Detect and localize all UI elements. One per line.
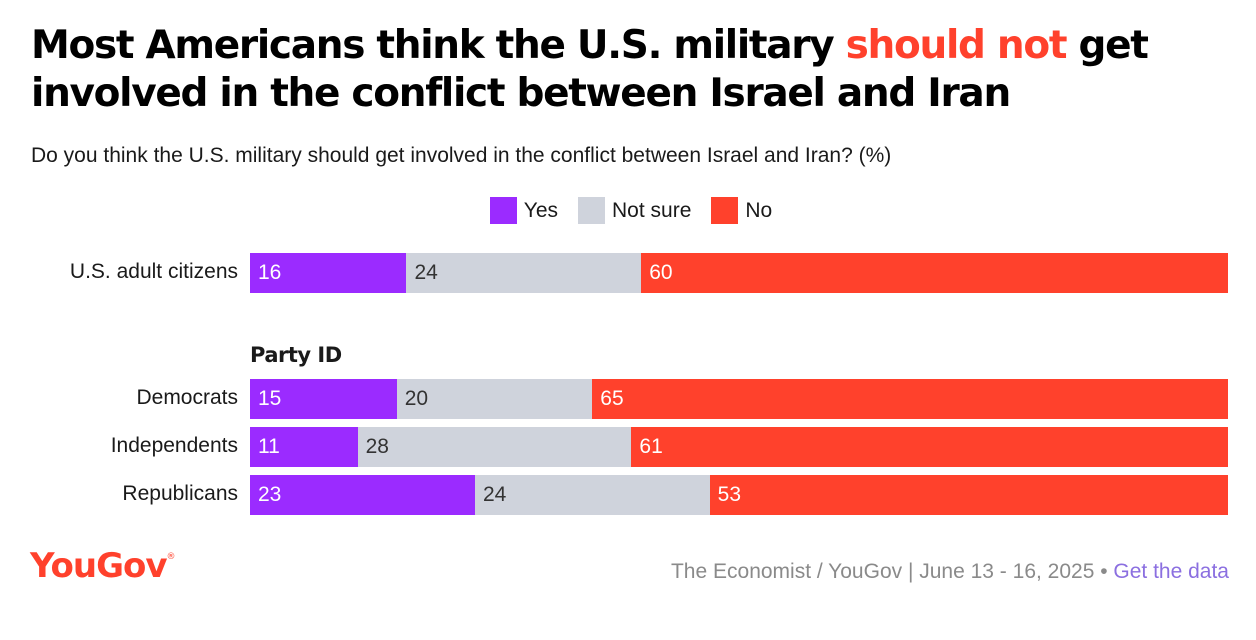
legend-swatch-yes	[489, 197, 517, 224]
legend: Yes Not sure No	[0, 197, 1256, 224]
legend-item-not-sure: Not sure	[578, 197, 691, 224]
chart-subtitle: Do you think the U.S. military should ge…	[31, 144, 892, 167]
bar-segment-yes: 23	[250, 475, 475, 515]
data-label: 53	[717, 483, 742, 506]
bar-segment-not-sure: 20	[396, 379, 593, 419]
bar-segment-not-sure: 28	[357, 427, 632, 467]
data-label: 61	[639, 435, 663, 458]
bar-democrats: 15 20 65	[250, 379, 1228, 419]
bar-independents: 11 28 61	[250, 427, 1228, 467]
bar-segment-not-sure: 24	[406, 253, 642, 293]
bar-segment-no: 53	[709, 475, 1228, 515]
legend-swatch-no	[711, 197, 739, 224]
title-part-1: Most Americans think the U.S. military	[31, 23, 846, 68]
row-label-u-s-adult-citizens: U.S. adult citizens	[69, 260, 238, 283]
legend-label-not-sure: Not sure	[612, 198, 692, 222]
data-label: 60	[649, 261, 673, 284]
data-label: 24	[482, 483, 507, 506]
yougov-logo: YouGov®	[30, 546, 176, 586]
bar-segment-no: 61	[631, 427, 1228, 467]
source-note: The Economist / YouGov | June 13 - 16, 2…	[671, 560, 1229, 584]
title-highlight: should not	[845, 23, 1068, 68]
row-label-democrats: Democrats	[136, 386, 238, 409]
data-label: 16	[258, 261, 282, 284]
group-label-party-id: Party ID	[250, 343, 342, 367]
bar-segment-yes: 16	[250, 253, 407, 293]
bar-segment-not-sure: 24	[474, 475, 710, 515]
legend-swatch-not-sure	[578, 197, 606, 224]
bar-u-s-adult-citizens: 16 24 60	[250, 253, 1228, 293]
legend-item-yes: Yes	[489, 197, 559, 224]
row-label-independents: Independents	[110, 434, 238, 457]
title-part-2: get involved in the conflict between Isr…	[31, 23, 1149, 116]
chart-title: Most Americans think the U.S. military s…	[31, 22, 1231, 118]
bar-segment-no: 60	[641, 253, 1228, 293]
bar-segment-yes: 11	[250, 427, 358, 467]
row-label-republicans: Republicans	[122, 482, 238, 505]
legend-item-no: No	[711, 197, 772, 224]
legend-label-no: No	[745, 198, 773, 222]
bar-republicans: 23 24 53	[250, 475, 1228, 515]
logo-registered-mark: ®	[166, 552, 176, 562]
get-the-data-link[interactable]: Get the data	[1113, 560, 1229, 583]
bar-segment-no: 65	[592, 379, 1228, 419]
logo-text: YouGov	[30, 546, 167, 586]
data-label: 20	[404, 387, 429, 410]
data-label: 11	[258, 435, 280, 458]
data-label: 65	[600, 387, 624, 410]
source-text: The Economist / YouGov | June 13 - 16, 2…	[670, 560, 1114, 583]
data-label: 15	[258, 387, 282, 410]
data-label: 23	[258, 483, 282, 506]
data-label: 24	[414, 261, 438, 284]
data-label: 28	[365, 435, 389, 458]
bar-segment-yes: 15	[250, 379, 397, 419]
legend-label-yes: Yes	[523, 198, 559, 222]
